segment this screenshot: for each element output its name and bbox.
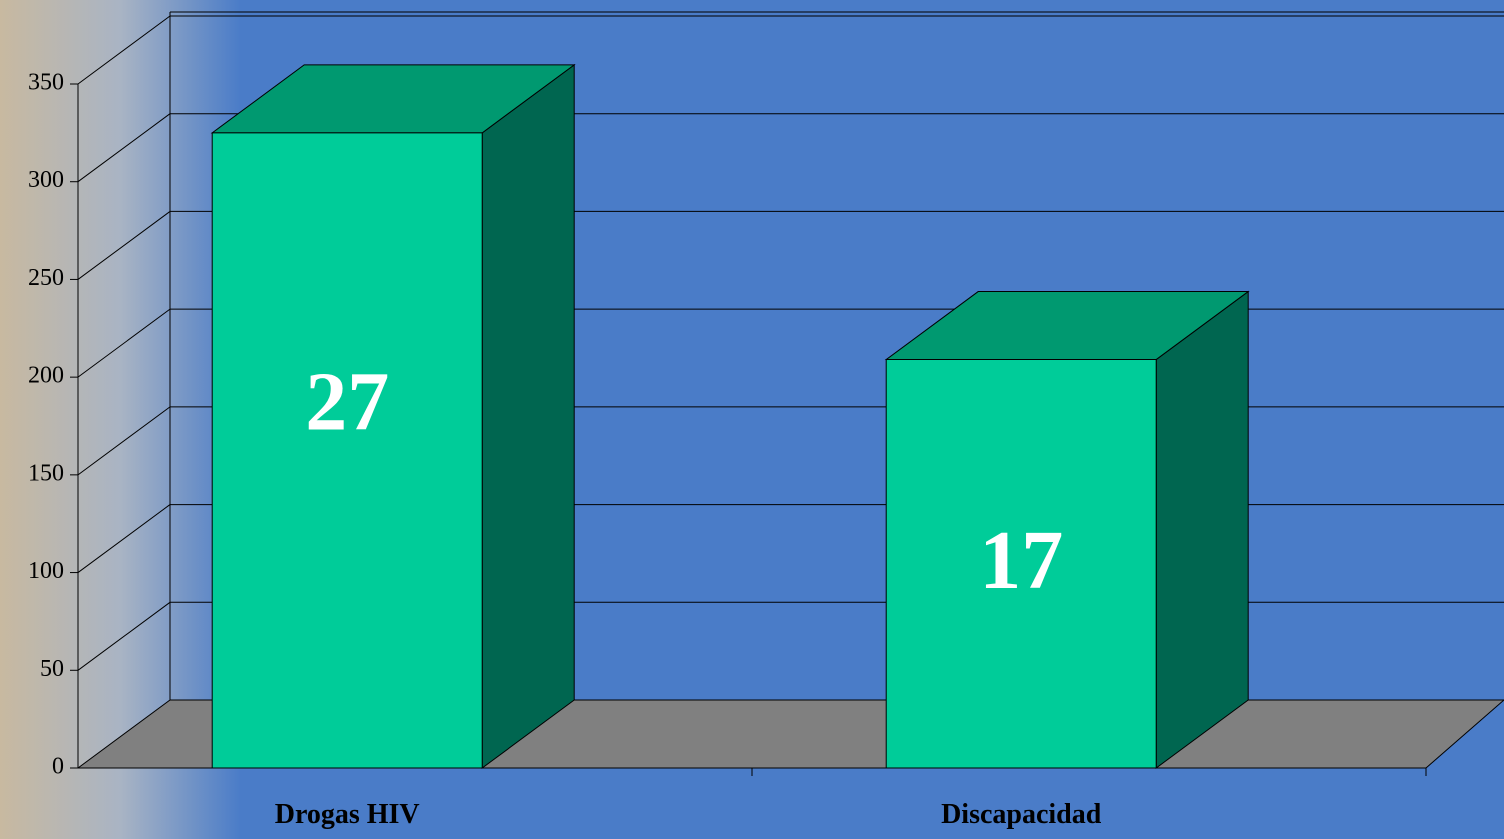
grid-line	[77, 601, 171, 671]
y-tick-label: 0	[52, 754, 64, 780]
bar-front	[211, 132, 483, 769]
y-tick-label: 350	[28, 70, 64, 96]
bar	[884, 290, 1250, 769]
grid-line	[77, 308, 171, 378]
grid-line	[77, 211, 171, 280]
y-tick-label: 200	[28, 363, 64, 389]
bar-annotation: 27	[305, 356, 389, 449]
x-tick-label: Discapacidad	[941, 799, 1102, 830]
grid-line	[77, 15, 171, 85]
grid-line	[77, 406, 171, 476]
bar-annotation: 17	[979, 514, 1063, 607]
y-tick-label: 150	[28, 460, 64, 486]
bar-front	[885, 359, 1157, 769]
grid-line	[77, 113, 171, 183]
grid-line	[77, 504, 171, 573]
y-tick-label: 50	[40, 656, 64, 682]
x-tick-label: Drogas HIV	[275, 799, 420, 830]
bar	[210, 63, 576, 769]
y-tick-label: 250	[28, 265, 64, 291]
bar-side	[1155, 290, 1249, 769]
y-tick-label: 300	[28, 167, 64, 193]
bar-side	[481, 63, 575, 769]
y-tick-label: 100	[28, 558, 64, 584]
